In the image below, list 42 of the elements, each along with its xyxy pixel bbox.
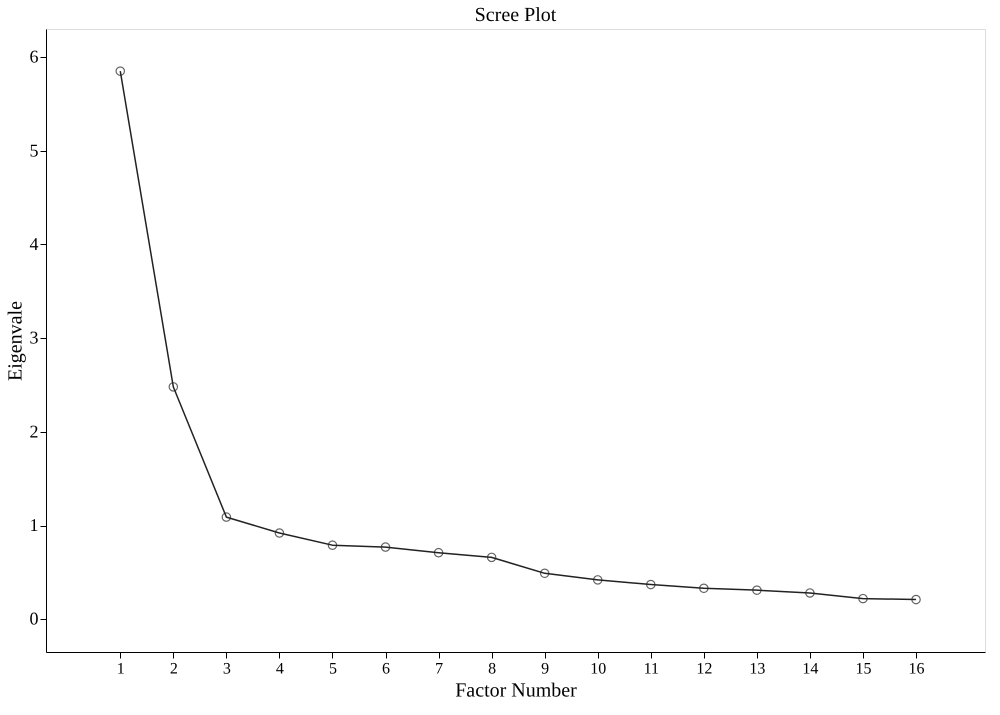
y-tick-label: 4 (30, 234, 38, 254)
point (540, 568, 550, 578)
point (115, 66, 126, 76)
x-tick-label: 11 (644, 660, 659, 678)
chart-title: Scree Plot (474, 4, 557, 26)
x-tick-label: 7 (435, 660, 444, 678)
point (434, 548, 444, 558)
x-tick-label: 16 (908, 660, 925, 678)
point (168, 382, 178, 392)
x-tick-label: 6 (382, 660, 390, 678)
point (858, 594, 868, 604)
y-tick-label: 3 (30, 328, 38, 348)
y-tick-label: 0 (30, 608, 38, 629)
point (592, 575, 603, 585)
y-tick-label: 1 (30, 515, 38, 536)
point (486, 552, 496, 562)
y-axis-title: Eigenvale (4, 300, 26, 381)
y-tick-label: 2 (30, 421, 38, 442)
point (222, 512, 232, 522)
x-tick-label: 2 (170, 660, 178, 678)
x-tick-label: 5 (328, 660, 337, 678)
x-tick-label: 1 (116, 660, 125, 678)
point (752, 585, 762, 595)
x-tick-label: 15 (855, 660, 872, 678)
x-tick-label: 12 (696, 660, 712, 678)
point (699, 584, 709, 594)
point (646, 580, 656, 590)
x-axis-title: Factor Number (455, 680, 578, 702)
x-tick-label: 13 (749, 660, 766, 678)
point (274, 528, 284, 538)
y-tick-label: 5 (30, 140, 38, 160)
x-tick-label: 4 (276, 660, 284, 678)
x-tick-label: 10 (590, 660, 606, 678)
y-tick-label: 6 (30, 46, 38, 67)
x-tick-label: 14 (802, 660, 818, 678)
x-tick-label: 8 (488, 660, 496, 678)
point (805, 588, 815, 598)
x-tick-label: 3 (222, 660, 231, 678)
point (911, 594, 921, 604)
point (328, 540, 338, 550)
point (380, 542, 390, 552)
x-tick-label: 9 (541, 660, 550, 678)
